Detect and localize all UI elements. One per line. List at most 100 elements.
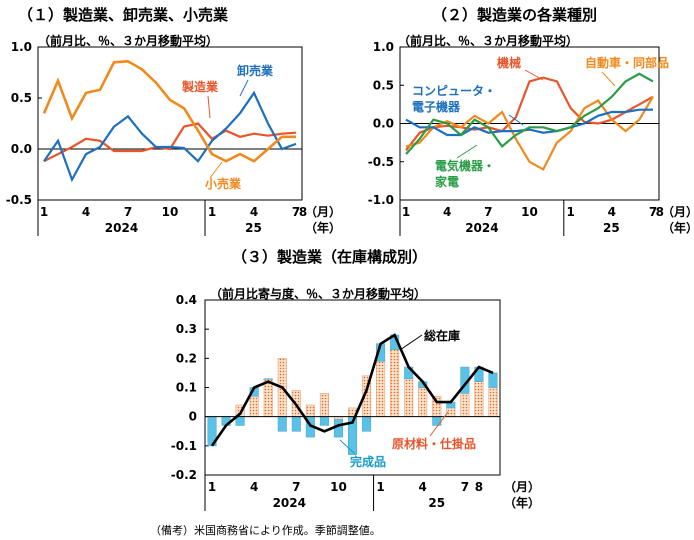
y-tick-label: 0.5 [11,91,32,105]
x-tick-label: 1 [208,205,216,219]
x-tick-label: 10 [521,205,538,219]
y-tick-label: -0.5 [6,193,32,207]
chart3-unit: （前月比寄与度、％、３か月移動平均） [210,287,427,301]
x-tick-label: 1 [40,205,48,219]
x-tick-label: 8 [656,205,664,219]
y-tick-label: 0.5 [373,78,394,92]
series-label-arrow [239,79,249,97]
x-tick-label: 7 [461,480,469,494]
year-label: 25 [245,221,262,235]
bar-materials [305,404,315,417]
y-tick-label: 0.0 [373,117,394,131]
series-label-2-1: 自動車・同部品 [585,55,669,70]
bar-finished [319,416,329,426]
year-label: 25 [428,496,445,510]
bar-finished [263,378,273,380]
series-line-1-0 [43,122,297,163]
series-label-2-2: コンピュータ・ [412,84,496,98]
x-tick-label: 7 [292,205,300,219]
total-inventory-line [210,333,494,447]
y-tick-label: 1.0 [373,40,394,54]
y-tick-label: 0.1 [176,381,197,395]
series-label-arrow [524,69,544,81]
x-tick-label: 4 [250,480,258,494]
x-tick-label: 10 [330,480,347,494]
chart3-title: （３）製造業（在庫構成別） [232,248,428,266]
series-label-2-3: 家電 [435,174,459,189]
x-unit-month: （月） [504,479,540,494]
series-label-1-1: 卸売業 [237,63,274,78]
series-label-1-0: 製造業 [181,79,219,94]
bar-finished [488,372,498,388]
x-tick-label: 7 [124,205,132,219]
bar-materials [263,378,273,417]
bar-finished [362,416,372,432]
x-tick-label: 7 [292,480,300,494]
bar-finished [333,419,343,438]
x-tick-label: 1 [566,205,574,219]
bar-finished [291,416,301,432]
plot-frame-1 [37,46,303,201]
bar-materials [249,395,259,417]
y-tick-label: 0.4 [176,293,197,307]
y-tick-label: -0.1 [171,439,197,453]
x-tick-label: 4 [443,205,451,219]
series-line-1-2 [42,59,296,163]
year-label: 25 [603,221,620,235]
series-line-2-3 [405,72,654,155]
series-label-arrow [429,411,449,437]
y-tick-label: -1.0 [368,193,394,207]
series-label-arrow [209,161,223,179]
series-label-arrow [399,334,423,351]
y-tick-label: 0.0 [11,142,32,156]
x-tick-label: 1 [208,480,216,494]
series-line-1-1 [43,90,297,183]
x-tick-label: 10 [162,205,179,219]
x-tick-label: 7 [484,205,492,219]
series-label-finished: 完成品 [350,454,386,469]
year-label: 2024 [273,496,306,510]
chart1-title: （１）製造業、卸売業、小売業 [18,6,229,24]
y-tick-label: 0 [189,410,197,424]
x-unit-year: （年） [662,220,694,235]
x-tick-label: 4 [250,205,258,219]
x-tick-label: 4 [82,205,90,219]
x-tick-label: 8 [475,480,483,494]
x-unit-month: （月） [305,204,341,219]
x-tick-label: 4 [608,205,616,219]
bar-materials [488,387,498,417]
year-label: 2024 [465,221,498,235]
x-unit-year: （年） [305,220,341,235]
x-tick-label: 1 [402,205,410,219]
y-tick-label: 0.2 [176,351,197,365]
series-label-total: 総在庫 [424,328,460,343]
year-label: 2024 [105,221,138,235]
series-label-arrow [207,95,211,119]
bar-finished [432,416,442,426]
series-label-arrow [339,439,356,455]
x-tick-label: 7 [649,205,657,219]
bar-materials [404,378,414,417]
x-unit-month: （月） [662,204,694,219]
bar-materials [319,393,329,417]
bar-finished [235,416,245,426]
bar-finished [277,416,287,432]
series-label-arrow [456,144,478,159]
bar-materials [376,360,386,417]
y-tick-label: -0.5 [368,155,394,169]
chart-manufacturing-by-industry: 1.00.50.0-0.5-1.0147101478202425（月）（年）機械… [368,40,694,236]
series-line-2-2 [405,108,653,137]
bar-materials [418,387,428,417]
series-label-2-3: 電気機器・ [435,158,495,173]
series-label-materials: 原材料・仕掛品 [392,436,476,451]
y-tick-label: 1.0 [11,40,32,54]
x-tick-label: 1 [376,480,384,494]
series-label-2-0: 機械 [497,55,521,70]
chart2-title: （２）製造業の各業種別 [432,6,598,24]
series-label-2-2: 電子機器 [412,99,461,114]
bar-materials [474,381,484,417]
chart2-unit: （前月比、％、３か月移動平均） [398,34,579,48]
y-tick-label: -0.2 [171,468,197,482]
